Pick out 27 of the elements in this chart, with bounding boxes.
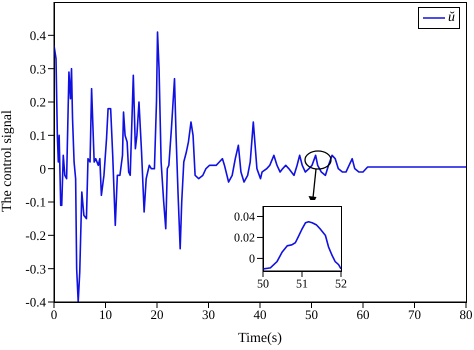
y-axis-title: The control signal — [0, 110, 15, 212]
y-tick-label: 0.4 — [30, 28, 46, 43]
x-tick-label: 30 — [202, 307, 215, 322]
x-tick-label: 50 — [257, 276, 269, 291]
x-tick-label: 80 — [460, 307, 472, 322]
x-tick-label: 52 — [335, 276, 347, 291]
y-tick-label: 0.3 — [30, 61, 46, 76]
y-tick-label: -0.4 — [25, 294, 46, 310]
y-tick-label: 0 — [249, 252, 255, 266]
x-tick-label: 60 — [356, 307, 370, 322]
x-axis-title: Time(s) — [238, 331, 282, 346]
x-tick-label: 10 — [99, 307, 112, 322]
x-tick-label: 50 — [305, 307, 318, 322]
x-tick-label: 40 — [254, 307, 266, 322]
y-tick-label: 0.02 — [234, 230, 255, 245]
x-tick-label: 20 — [150, 307, 164, 322]
x-tick-label: 70 — [408, 307, 421, 322]
y-tick-label: 0.2 — [30, 94, 46, 110]
legend-label: ŭ — [448, 9, 455, 27]
x-tick-label: 0 — [50, 307, 58, 322]
y-tick-label: -0.3 — [25, 261, 46, 276]
y-tick-label: 0 — [40, 161, 46, 176]
y-tick-label: 0.04 — [234, 210, 255, 224]
y-tick-label: -0.2 — [25, 228, 46, 243]
x-tick-label: 51 — [296, 276, 308, 291]
y-tick-label: -0.1 — [25, 194, 46, 210]
y-tick-label: 0.1 — [30, 128, 46, 143]
